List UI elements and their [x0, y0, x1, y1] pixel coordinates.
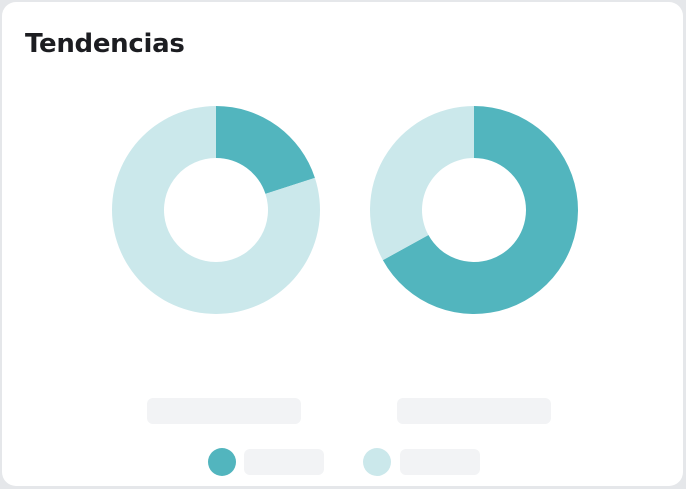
legend-label-placeholder-secondary [400, 449, 480, 475]
legend-label-placeholder-primary [244, 449, 324, 475]
donut-slice-1-1 [370, 106, 474, 261]
donut-slice-0-0 [216, 106, 315, 194]
donut-chart-right [370, 106, 578, 314]
legend-swatch-primary [208, 448, 236, 476]
chart-label-placeholder-left [147, 398, 301, 424]
chart-label-placeholder-right [397, 398, 551, 424]
card-title: Tendencias [25, 29, 185, 59]
legend-swatch-secondary [363, 448, 391, 476]
donut-chart-left [112, 106, 320, 314]
donut-slice-0-1 [112, 106, 320, 314]
donut-slice-1-0 [382, 106, 578, 314]
